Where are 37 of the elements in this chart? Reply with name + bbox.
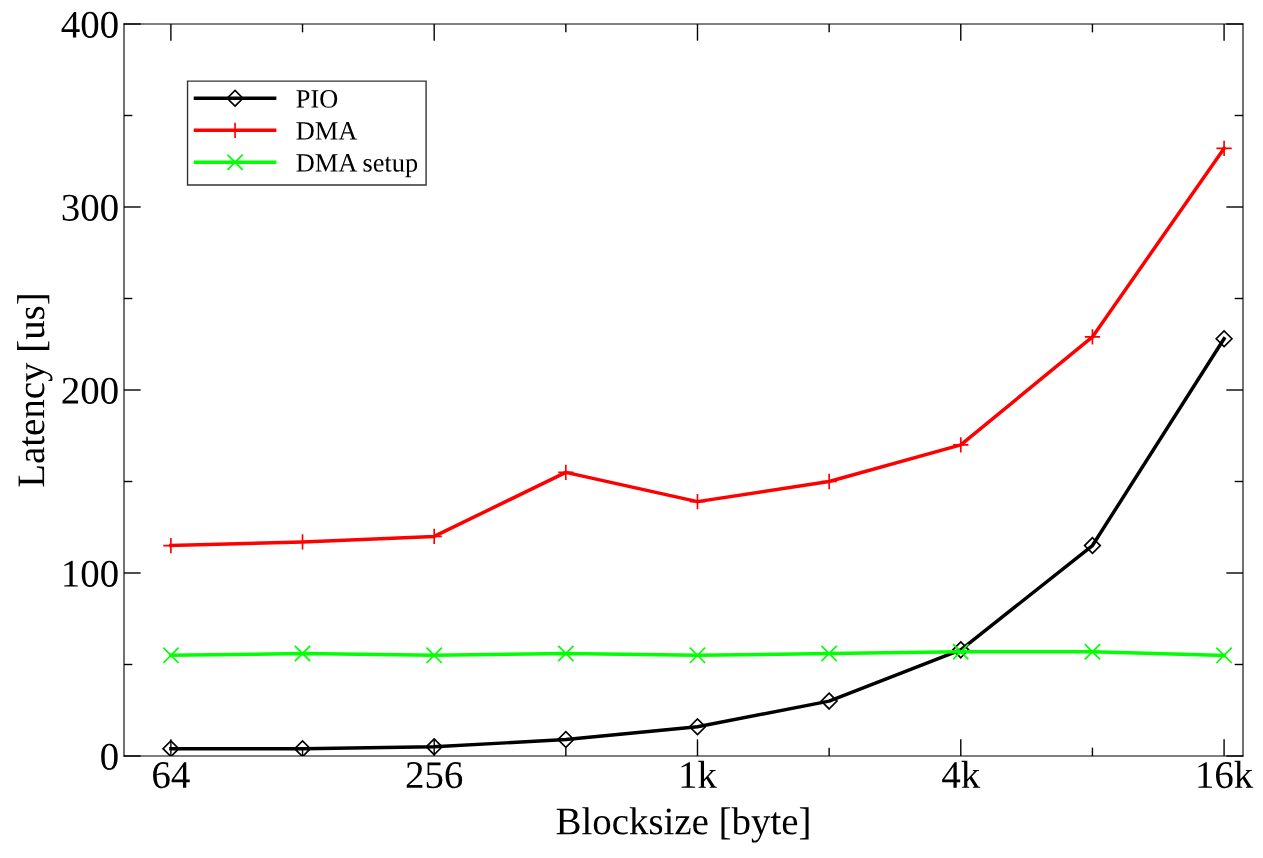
- legend-label: DMA: [296, 122, 358, 140]
- legend-label: DMA setup: [296, 154, 418, 178]
- point: [425, 738, 443, 756]
- point: [1083, 643, 1101, 661]
- point: [820, 473, 838, 490]
- x-tick-label: 16k: [1198, 760, 1254, 789]
- point: [162, 739, 180, 756]
- point: [557, 730, 575, 749]
- x-tick-label: 256: [406, 762, 463, 789]
- point: [1083, 328, 1101, 346]
- point: [689, 493, 706, 511]
- point: [425, 646, 443, 664]
- point: [689, 646, 706, 664]
- x-tick-label: 64: [153, 762, 190, 789]
- point: [820, 645, 838, 662]
- point: [688, 718, 707, 736]
- point: [820, 692, 838, 710]
- y-tick-label: 200: [62, 377, 118, 404]
- point: [294, 645, 312, 662]
- y-tick-label: 300: [62, 194, 118, 221]
- point: [162, 646, 180, 664]
- point: [1215, 330, 1233, 348]
- x-tick-label: 4k: [942, 760, 981, 788]
- point: [293, 739, 312, 756]
- x-tick-label: 1k: [681, 760, 717, 788]
- x-axis-title: Blocksize [byte]: [556, 807, 809, 843]
- y-axis-title: Latency [us]: [17, 295, 53, 487]
- y-tick-label: 400: [61, 11, 118, 38]
- point: [557, 463, 575, 481]
- point: [952, 436, 970, 454]
- y-tick-label: 0: [101, 743, 118, 770]
- point: [557, 645, 575, 662]
- legend-label: PIO: [296, 90, 338, 108]
- point: [1083, 536, 1102, 555]
- point: [1215, 646, 1233, 664]
- y-tick-label: 100: [64, 560, 118, 587]
- point: [1215, 139, 1233, 157]
